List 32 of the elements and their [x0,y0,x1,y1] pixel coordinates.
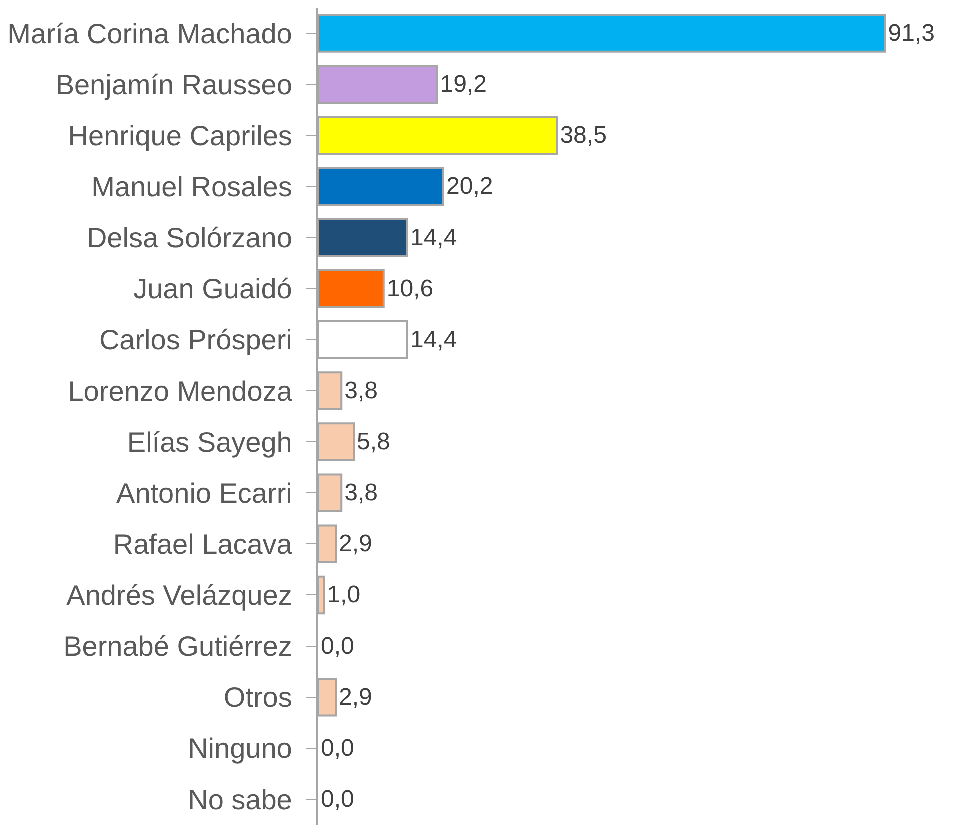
y-tick-label: María Corina Machado [8,18,292,50]
y-tick-label: Rafael Lacava [113,528,293,560]
y-tick-label: Juan Guaidó [134,274,292,305]
data-label: 0,0 [321,632,354,660]
y-tick-label: Antonio Ecarri [116,478,292,509]
data-label: 10,6 [386,275,434,302]
y-tick-label: No sabe [188,784,292,816]
data-label: 2,9 [339,684,372,711]
y-tick-label: Lorenzo Mendoza [68,376,293,407]
data-label: 20,2 [446,173,494,200]
data-label: 14,4 [410,326,458,354]
y-tick-label: Benjamín Rausseo [56,69,292,100]
data-label: 3,8 [344,377,378,404]
data-label: 3,8 [344,480,378,507]
y-tick-label: Bernabé Gutiérrez [64,631,292,662]
data-label: 14,4 [410,224,458,252]
data-label: 91,3 [888,20,935,48]
data-label: 1,0 [327,582,361,609]
y-tick-label: Henrique Capriles [68,120,292,152]
y-tick-label: Andrés Velázquez [66,580,292,612]
y-tick-label: Manuel Rosales [92,172,292,203]
data-label: 0,0 [321,734,354,762]
y-tick-label: Elías Sayegh [127,426,292,458]
data-label: 38,5 [560,122,607,150]
y-tick-label: Delsa Solórzano [86,222,292,254]
data-label: 5,8 [357,428,390,456]
data-label: 2,9 [339,530,372,558]
y-tick-label: Carlos Prósperi [99,324,292,356]
y-tick-label: Ninguno [188,733,292,764]
data-label: 0,0 [321,786,354,813]
data-label: 19,2 [440,71,488,98]
y-tick-label: Otros [224,682,292,714]
